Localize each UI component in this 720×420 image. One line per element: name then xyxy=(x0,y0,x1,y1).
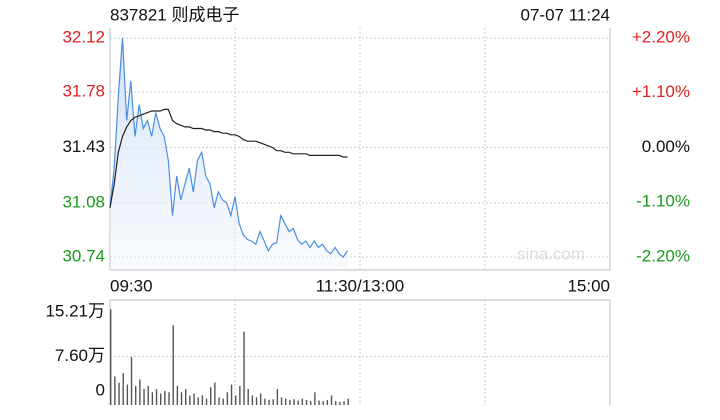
volume-bar xyxy=(272,399,274,405)
volume-bar xyxy=(118,382,120,405)
y-tick-label: 31.08 xyxy=(62,193,105,212)
volume-bar xyxy=(135,385,137,405)
volume-bar xyxy=(230,384,233,405)
volume-bar xyxy=(347,398,349,405)
volume-bar xyxy=(301,398,304,405)
volume-bar xyxy=(218,397,220,405)
volume-bar xyxy=(151,392,154,405)
volume-bar xyxy=(293,399,295,405)
volume-bar xyxy=(114,376,116,405)
volume-bar xyxy=(264,398,266,405)
volume-bar xyxy=(305,399,308,405)
volume-bar xyxy=(214,382,216,405)
volume-bar xyxy=(322,401,324,405)
volume-bar xyxy=(247,389,249,405)
x-tick-label: 09:30 xyxy=(110,276,153,295)
price-area xyxy=(110,38,348,270)
volume-bar xyxy=(314,392,316,405)
volume-bar xyxy=(143,389,145,405)
volume-bar xyxy=(318,400,320,405)
y2-tick-label: -1.10% xyxy=(636,192,690,211)
y-tick-label: 7.60万 xyxy=(55,346,105,365)
volume-bar xyxy=(168,392,170,405)
volume-bar xyxy=(276,389,279,405)
y2-tick-label: +2.20% xyxy=(632,27,690,46)
y2-tick-label: 0.00% xyxy=(642,137,690,156)
volume-bar xyxy=(285,398,287,405)
volume-bar xyxy=(343,401,345,405)
volume-bar xyxy=(130,357,133,405)
volume-bar xyxy=(197,397,199,405)
volume-bar xyxy=(310,401,312,405)
x-tick-label: 15:00 xyxy=(567,276,610,295)
chart-title: 837821 则成电子 xyxy=(110,5,239,24)
volume-bar xyxy=(268,399,270,405)
volume-bar xyxy=(126,384,129,405)
volume-bar xyxy=(335,401,337,405)
volume-bar xyxy=(330,395,333,405)
watermark: sina.com xyxy=(517,244,585,263)
volume-bar xyxy=(339,401,341,405)
volume-bar xyxy=(155,389,158,405)
volume-bar xyxy=(297,400,299,405)
volume-bar xyxy=(193,393,195,405)
y2-tick-label: -2.20% xyxy=(636,246,690,265)
volume-bar xyxy=(255,397,258,405)
volume-bar xyxy=(239,385,241,405)
volume-bar xyxy=(164,390,166,405)
y-tick-label: 0 xyxy=(96,380,105,399)
volume-bar xyxy=(210,387,212,405)
y-tick-label: 32.12 xyxy=(62,27,105,46)
volume-bar xyxy=(280,397,283,405)
volume-bar xyxy=(189,395,191,405)
volume-bar xyxy=(185,389,187,405)
volume-bar xyxy=(176,385,179,405)
line-price xyxy=(109,37,348,258)
y-tick-label: 30.74 xyxy=(62,246,105,265)
volume-bar xyxy=(226,392,229,405)
volume-bar xyxy=(289,399,291,405)
y2-tick-label: +1.10% xyxy=(632,82,690,101)
volume-bar xyxy=(251,395,254,405)
timestamp: 07-07 11:24 xyxy=(521,5,610,24)
line-average xyxy=(109,108,348,208)
x-tick-label: 11:30/13:00 xyxy=(316,276,405,295)
y-tick-label: 31.78 xyxy=(62,81,105,100)
volume-bar xyxy=(205,398,208,405)
volume-bar xyxy=(172,325,174,405)
volume-bar xyxy=(243,331,245,405)
volume-bar xyxy=(326,399,329,405)
volume-bar xyxy=(147,385,149,405)
volume-bar xyxy=(139,379,141,405)
y-tick-label: 15.21万 xyxy=(45,301,105,320)
y-tick-label: 31.43 xyxy=(62,137,105,156)
volume-bar xyxy=(110,309,112,405)
volume-bar xyxy=(122,373,124,405)
volume-bar xyxy=(160,393,162,405)
volume-bar xyxy=(180,392,183,405)
volume-bar xyxy=(260,393,262,405)
volume-bar xyxy=(201,395,204,405)
volume-bar xyxy=(222,398,224,405)
volume-bar xyxy=(235,395,237,405)
